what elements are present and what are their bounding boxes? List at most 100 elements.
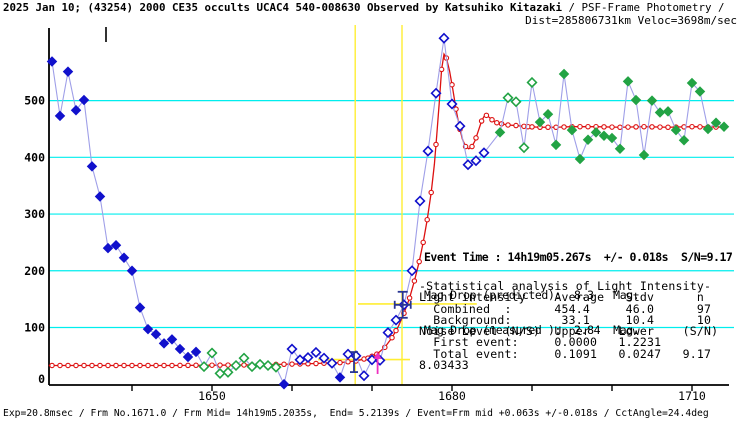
data-point-diamond [262, 359, 274, 372]
data-point-diamond [302, 352, 314, 364]
data-point-diamond [270, 361, 282, 373]
mag-drop-measured: Mag Drop (measured ): 2.84 Mag. [424, 322, 640, 337]
data-point-diamond [510, 96, 522, 108]
distance-velocity-subtitle: Dist=285806731km Veloc=3698m/sec [525, 14, 737, 27]
data-point-diamond [630, 94, 642, 106]
data-point-diamond [446, 98, 458, 110]
data-point-diamond [54, 110, 66, 122]
data-point-diamond [454, 120, 466, 132]
data-point-diamond [494, 127, 506, 138]
data-point-diamond [62, 66, 74, 77]
data-point-diamond [574, 153, 586, 165]
data-point-diamond [646, 95, 658, 106]
data-point-diamond [70, 104, 82, 116]
data-point-diamond [134, 302, 146, 313]
data-point-diamond [422, 145, 434, 157]
data-point-diamond [638, 149, 650, 161]
y-tick-label: 500 [24, 94, 45, 108]
data-point-diamond [86, 161, 98, 172]
horizontal-gridlines [49, 99, 734, 329]
data-point-diamond [174, 343, 186, 355]
data-point-diamond [558, 68, 570, 80]
data-point-diamond [142, 323, 154, 335]
data-point-diamond [198, 361, 210, 373]
y-tick-label: 400 [24, 150, 45, 164]
data-point-diamond [406, 265, 418, 277]
data-point-diamond [230, 359, 242, 372]
data-point-diamond [534, 116, 546, 128]
x-tick-label: 1710 [678, 389, 706, 403]
data-point-diamond [518, 142, 530, 154]
x-tick-label: 1650 [198, 389, 226, 403]
x-tick-label: 1680 [438, 389, 466, 403]
data-point-diamond [342, 348, 354, 360]
data-point-diamond [654, 107, 666, 118]
data-point-diamond [550, 139, 562, 151]
data-point-diamond [686, 77, 698, 89]
data-point-diamond [158, 338, 170, 349]
data-point-diamond [614, 143, 626, 155]
data-point-diamond [566, 124, 578, 136]
data-point-diamond [294, 354, 306, 366]
data-point-diamond [102, 242, 114, 254]
y-tick-label: 200 [24, 264, 45, 278]
title-main: 2025 Jan 10; (43254) 2000 CE35 occults U… [3, 1, 563, 14]
data-point-diamond [414, 195, 426, 207]
data-point-diamond [286, 343, 298, 355]
data-point-diamond [166, 334, 178, 345]
data-point-diamond [718, 121, 730, 132]
data-point-diamond [606, 132, 618, 144]
data-point-diamond [590, 127, 602, 138]
data-point-diamond [46, 56, 58, 67]
data-point-diamond [246, 361, 258, 373]
event-time-error-bars [350, 290, 412, 373]
data-point-diamond [222, 366, 234, 378]
chart-title: 2025 Jan 10; (43254) 2000 CE35 occults U… [3, 1, 725, 14]
data-point-diamond [118, 252, 130, 263]
event-boundary-markers [318, 25, 477, 385]
data-point-diamond [670, 124, 682, 136]
title-method: / PSF-Frame Photometry / [562, 1, 725, 14]
data-point-diamond [438, 32, 450, 44]
y-tick-label: 0 [38, 372, 45, 386]
data-point-diamond [310, 346, 322, 358]
data-point-diamond [502, 92, 514, 104]
data-point-diamond [182, 351, 194, 363]
data-point-diamond [358, 370, 370, 382]
y-tick-label: 300 [24, 207, 45, 221]
data-points [46, 32, 730, 390]
data-point-diamond [214, 367, 226, 379]
data-point-diamond [622, 76, 634, 87]
data-point-diamond [278, 378, 290, 390]
event-time-line: Event Time : 14h19m05.267s +/- 0.018s S/… [424, 250, 733, 265]
data-point-diamond [206, 347, 218, 359]
axes [48, 28, 729, 391]
data-point-diamond [190, 346, 202, 358]
data-point-diamond [430, 87, 442, 99]
data-point-diamond [662, 106, 674, 117]
data-point-diamond [334, 372, 346, 383]
data-point-diamond [94, 191, 106, 202]
data-point-diamond [382, 327, 394, 339]
mag-drop-predicted: Mag Drop (predicted): 8.3 Mag. [424, 287, 640, 302]
data-point-diamond [462, 159, 474, 171]
data-point-diamond [470, 155, 482, 167]
event-result-panel: Event Time : 14h19m05.267s +/- 0.018s S/… [424, 229, 733, 360]
data-point-diamond [710, 117, 722, 128]
data-point-diamond [110, 239, 122, 251]
statistical-analysis-panel: -Statistical analysis of Light Intensity… [419, 279, 719, 373]
data-point-diamond [542, 108, 554, 120]
data-point-diamond [318, 352, 330, 364]
tick-labels: 0 100 200 300 400 500 1650 1680 1710 [24, 94, 706, 403]
data-point-diamond [326, 357, 338, 369]
data-point-diamond [526, 76, 538, 88]
data-point-diamond [478, 147, 490, 159]
data-point-diamond [78, 94, 90, 106]
data-point-diamond [694, 86, 706, 97]
status-line: Exp=20.8msec / Frm No.1671.0 / Frm Mid= … [3, 408, 709, 419]
data-point-diamond [598, 130, 610, 142]
data-point-diamond [582, 134, 594, 145]
y-tick-label: 100 [24, 320, 45, 334]
magenta-event-marker [373, 352, 382, 374]
